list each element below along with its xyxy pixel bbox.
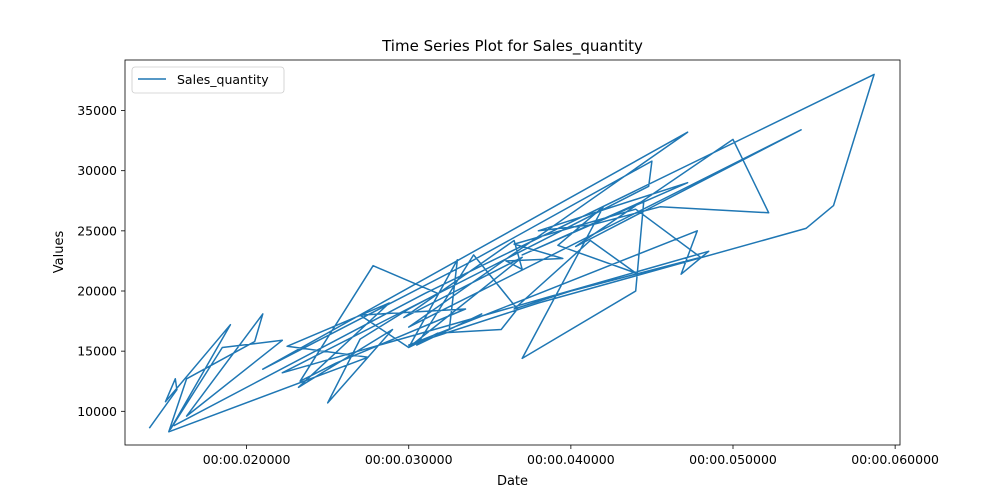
series-line-sales-quantity — [148, 73, 875, 433]
x-tick-label: 00:00.050000 — [689, 452, 777, 467]
series-layer — [148, 73, 875, 433]
legend-box — [131, 66, 285, 94]
y-axis-label: Values — [52, 231, 67, 274]
y-tick-label: 15000 — [77, 344, 117, 359]
plot-frame — [124, 59, 901, 446]
x-tick-label: 00:00.020000 — [203, 452, 291, 467]
legend: Sales_quantity — [131, 66, 285, 94]
chart-title: Time Series Plot for Sales_quantity — [381, 37, 643, 56]
x-axis-ticks: 00:00.020000 00:00.030000 00:00.040000 00:0… — [203, 445, 939, 467]
y-tick-label: 30000 — [77, 163, 117, 178]
x-tick-label: 00:00.030000 — [365, 452, 453, 467]
x-axis-label: Date — [497, 474, 528, 489]
y-tick-label: 25000 — [77, 223, 117, 238]
x-tick-label: 00:00.040000 — [527, 452, 615, 467]
legend-label-sales-quantity: Sales_quantity — [177, 72, 269, 87]
x-tick-label: 00:00.060000 — [851, 452, 939, 467]
y-tick-label: 10000 — [77, 404, 117, 419]
y-tick-label: 20000 — [77, 284, 117, 299]
y-tick-label: 35000 — [77, 103, 117, 118]
y-axis-ticks: 10000 15000 20000 25000 30000 35000 — [77, 103, 125, 419]
